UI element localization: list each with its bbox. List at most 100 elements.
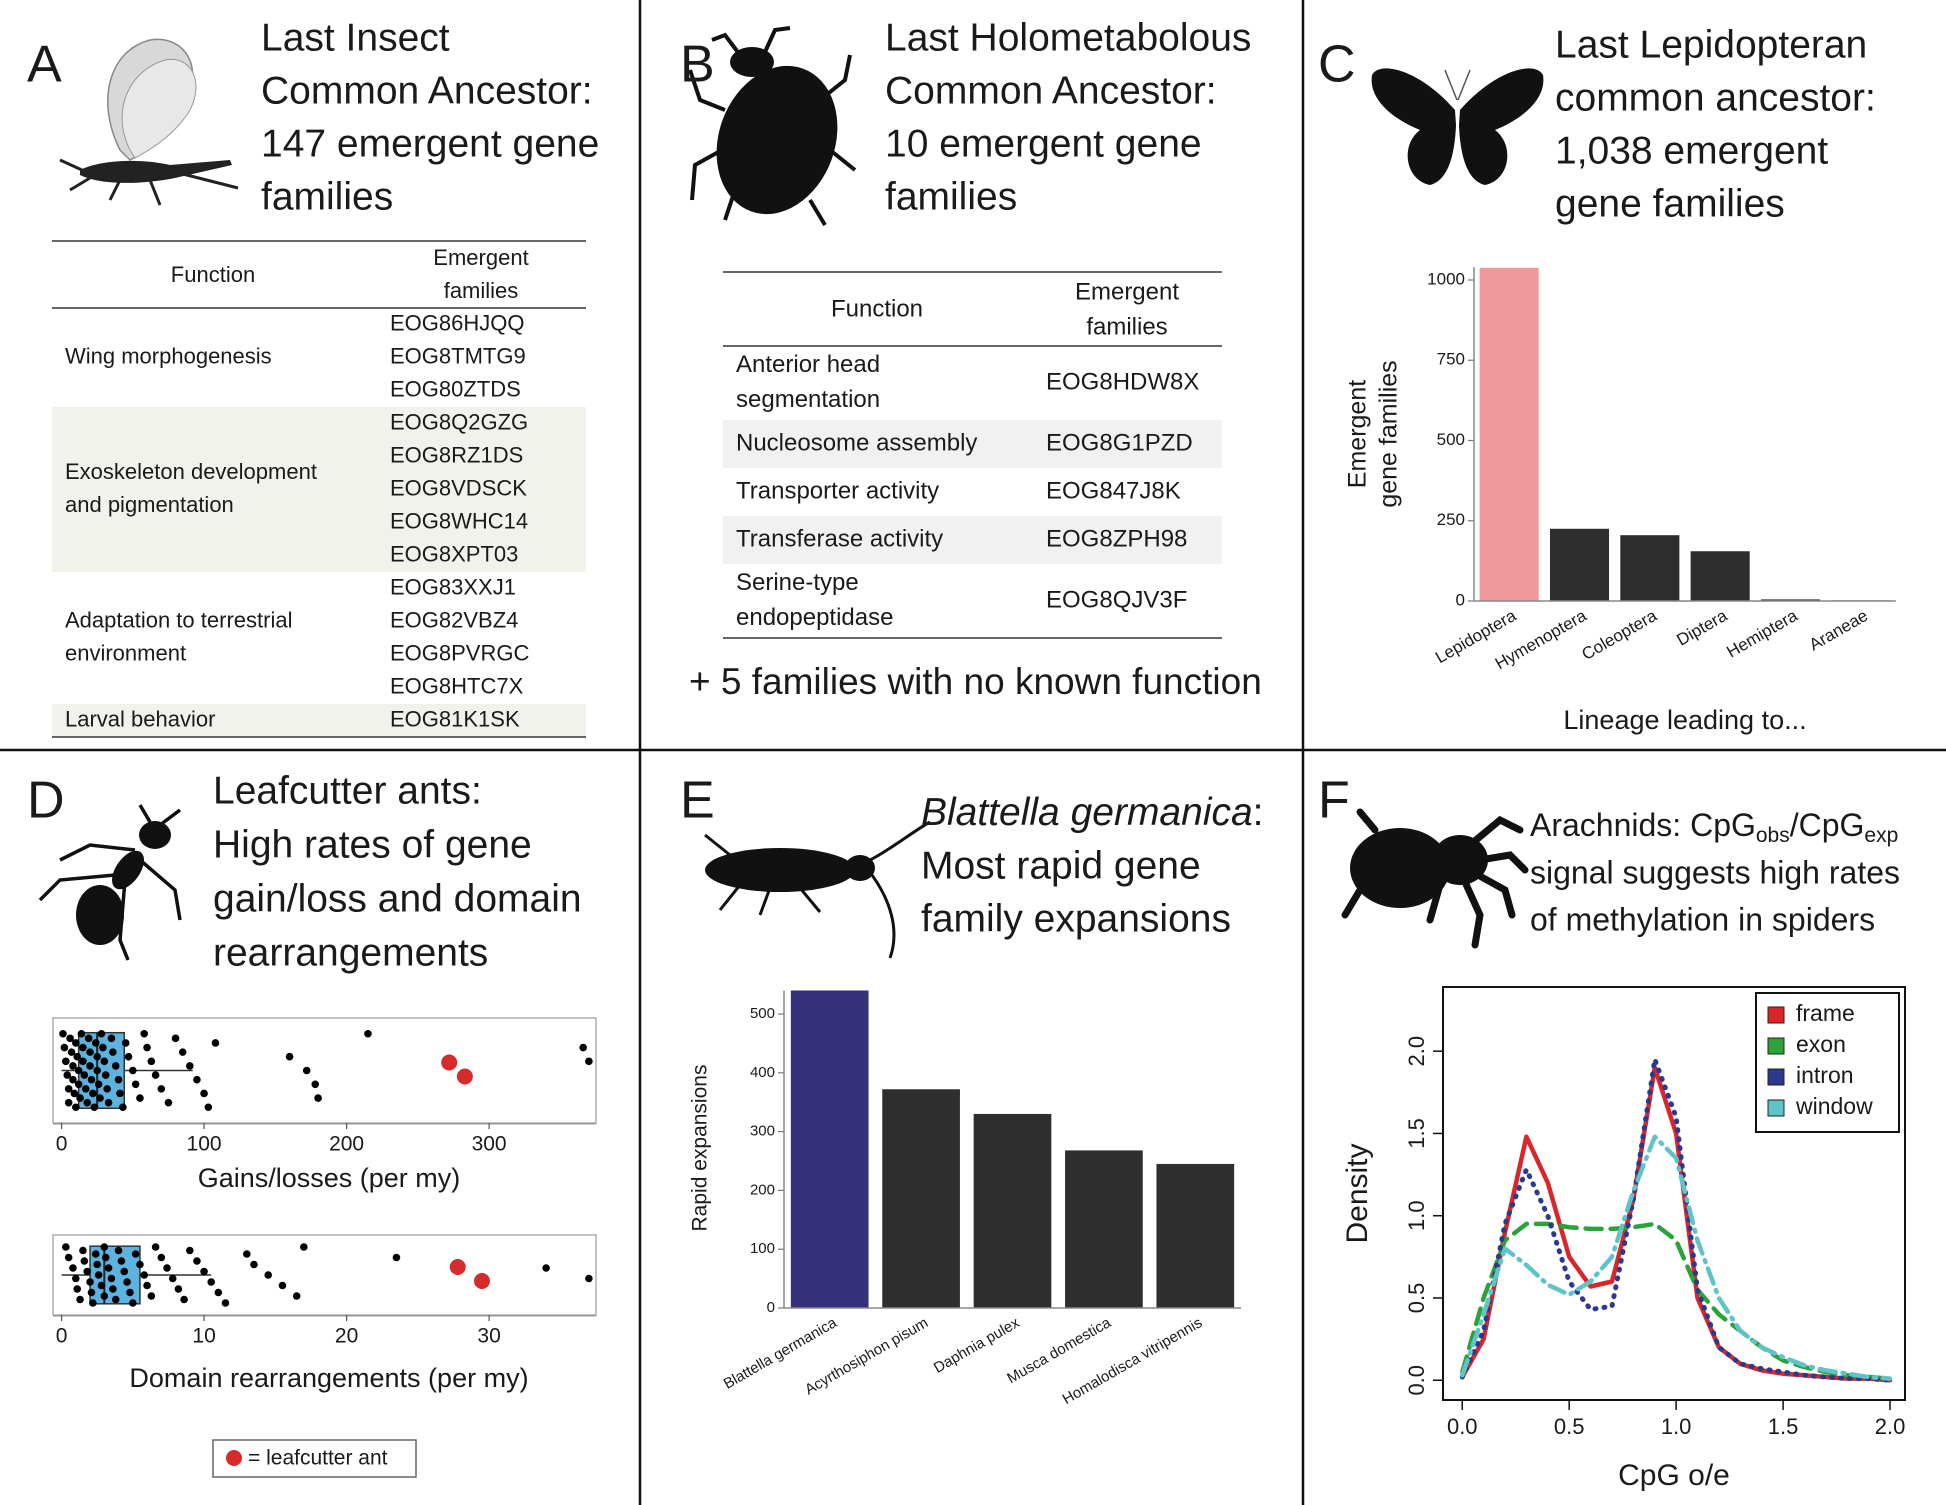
data-point (64, 1098, 73, 1107)
function-cell: Transporter activity (736, 477, 939, 504)
data-point (542, 1264, 550, 1272)
data-point (89, 1299, 97, 1307)
data-point (80, 1071, 89, 1079)
data-point (103, 1085, 111, 1093)
data-point (200, 1089, 208, 1098)
data-point (94, 1271, 103, 1279)
highlight-point (473, 1273, 490, 1289)
data-point (104, 1264, 113, 1272)
data-point (109, 1048, 117, 1056)
function-cell: Exoskeleton development (65, 459, 317, 484)
legend-swatch (1767, 1006, 1785, 1024)
function-cell: Transferase activity (736, 525, 943, 552)
y-tick-label: 500 (750, 1005, 775, 1022)
data-point (72, 1274, 80, 1283)
data-point (140, 1029, 149, 1038)
data-point (111, 1295, 120, 1304)
density-line (1460, 1065, 1893, 1383)
x-tick-label: 2.0 (1875, 1414, 1906, 1439)
data-point (101, 1253, 110, 1262)
legend-label: window (1795, 1093, 1873, 1119)
x-tick-label: 0 (56, 1133, 68, 1156)
legend-label: intron (1796, 1062, 1854, 1088)
panel-title: family expansions (921, 897, 1231, 940)
panel-letter: C (1318, 36, 1356, 94)
panel-title: 10 emergent gene (885, 122, 1202, 165)
data-point (114, 1075, 123, 1084)
table-header: families (1086, 313, 1167, 340)
family-id: EOG847J8K (1046, 477, 1181, 504)
panel-title: gene families (1555, 182, 1785, 225)
panel-title: 147 emergent gene (261, 122, 599, 165)
data-point (77, 1029, 86, 1038)
y-tick-label: 2.0 (1404, 1036, 1429, 1067)
data-point (250, 1260, 258, 1269)
y-tick-label: 500 (1437, 430, 1465, 449)
butterfly-silhouette (1371, 68, 1544, 185)
data-point (140, 1271, 149, 1279)
legend-label: frame (1796, 1000, 1855, 1026)
panel-title: Leafcutter ants: (213, 769, 482, 812)
title-subscript: exp (1864, 824, 1898, 847)
data-point (87, 1075, 96, 1084)
y-tick-label: 100 (750, 1240, 775, 1257)
x-axis-label: Domain rearrangements (per my) (129, 1363, 528, 1393)
data-point (63, 1071, 72, 1079)
family-id: EOG83XXJ1 (390, 574, 516, 599)
data-point (94, 1080, 103, 1089)
data-point (100, 1292, 109, 1300)
data-point (74, 1066, 83, 1075)
bar (1479, 267, 1539, 601)
panel-title: of methylation in spiders (1530, 901, 1875, 937)
data-point (64, 1253, 73, 1262)
data-point (178, 1048, 187, 1056)
panel-title: Last Holometabolous (885, 16, 1251, 59)
bar (1690, 551, 1750, 601)
data-point (79, 1057, 87, 1066)
data-point (62, 1243, 70, 1251)
data-point (119, 1103, 127, 1112)
data-point (585, 1057, 593, 1066)
data-point (186, 1062, 194, 1070)
data-point (126, 1288, 134, 1297)
row-shade (52, 704, 586, 737)
bar (973, 1113, 1052, 1308)
data-point (285, 1052, 294, 1061)
data-point (70, 1089, 79, 1098)
bar (1156, 1163, 1235, 1308)
x-tick-label: 100 (187, 1133, 222, 1156)
data-point (193, 1257, 201, 1265)
x-tick-label: Diptera (1673, 606, 1730, 650)
x-tick-label: 30 (477, 1325, 500, 1348)
y-tick-label: 300 (750, 1123, 775, 1140)
table-header: families (444, 278, 519, 303)
y-tick-label: 0 (767, 1299, 775, 1316)
panel-title: rearrangements (213, 931, 488, 974)
function-cell: environment (65, 640, 186, 665)
panel-letter: A (27, 36, 62, 94)
x-tick-label: 0 (56, 1325, 68, 1348)
data-point (129, 1299, 137, 1307)
ant-silhouette (38, 804, 182, 961)
y-axis-label: gene families (1375, 360, 1403, 507)
data-point (107, 1034, 116, 1043)
row-shade (723, 420, 1222, 468)
data-point (73, 1285, 82, 1293)
data-point (129, 1066, 137, 1075)
density-line (1459, 1056, 1893, 1383)
family-id: EOG8ZPH98 (1046, 525, 1187, 552)
bar (882, 1089, 960, 1308)
data-point (243, 1250, 251, 1258)
family-id: EOG8PVRGC (390, 640, 529, 665)
data-point (121, 1039, 130, 1047)
data-point (123, 1278, 131, 1286)
title-text: /CpG (1790, 807, 1865, 843)
data-point (364, 1029, 372, 1038)
data-point (96, 1094, 104, 1102)
row-shade (723, 516, 1222, 564)
family-id: EOG8HTC7X (390, 673, 524, 698)
family-id: EOG81K1SK (390, 706, 520, 731)
data-point (83, 1267, 92, 1276)
data-point (90, 1103, 99, 1112)
